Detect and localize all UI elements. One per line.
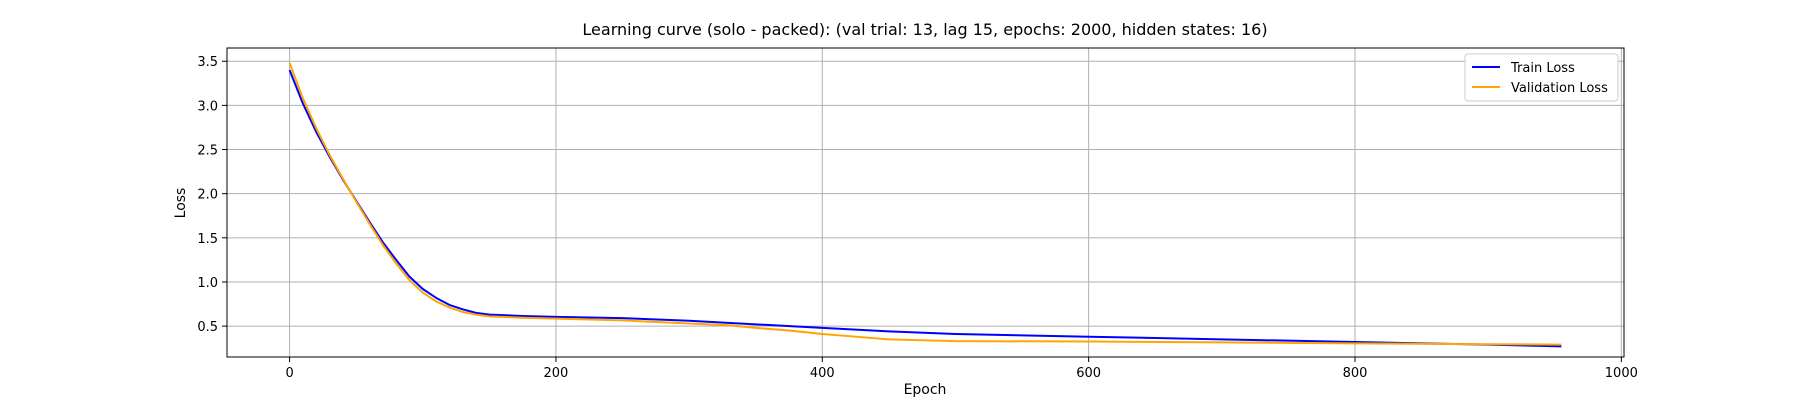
x-tick-label: 200 bbox=[544, 366, 569, 381]
y-tick-label: 2.0 bbox=[197, 188, 218, 203]
plot-frame bbox=[226, 47, 1625, 358]
axis-ticks: 0 200 400 600 800 1000 0.5 1.0 1.5 2.0 2.5 3.0 3.5 bbox=[197, 55, 1638, 381]
y-axis-label: Loss bbox=[173, 188, 189, 219]
series-lines bbox=[288, 62, 1562, 348]
chart-title: Learning curve (solo - packed): (val tri… bbox=[582, 20, 1267, 39]
x-tick-label: 600 bbox=[1076, 366, 1101, 381]
y-tick-label: 0.5 bbox=[197, 320, 218, 335]
legend-box bbox=[1464, 53, 1619, 102]
x-axis-label: Epoch bbox=[904, 382, 947, 398]
grid-lines bbox=[227, 48, 1624, 357]
y-tick-label: 2.5 bbox=[197, 144, 218, 159]
x-tick-label: 0 bbox=[285, 366, 293, 381]
y-tick-label: 3.0 bbox=[197, 99, 218, 114]
y-tick-label: 3.5 bbox=[197, 55, 218, 70]
x-tick-label: 1000 bbox=[1605, 366, 1638, 381]
x-tick-label: 400 bbox=[810, 366, 835, 381]
series-line-validation-loss bbox=[288, 62, 1562, 346]
y-tick-label: 1.0 bbox=[197, 276, 218, 291]
legend-label-validation-loss: Validation Loss bbox=[1511, 81, 1608, 96]
y-tick-label: 1.5 bbox=[197, 232, 218, 247]
x-tick-label: 800 bbox=[1343, 366, 1368, 381]
legend-label-train-loss: Train Loss bbox=[1510, 61, 1575, 76]
legend: Train Loss Validation Loss bbox=[1464, 53, 1619, 102]
